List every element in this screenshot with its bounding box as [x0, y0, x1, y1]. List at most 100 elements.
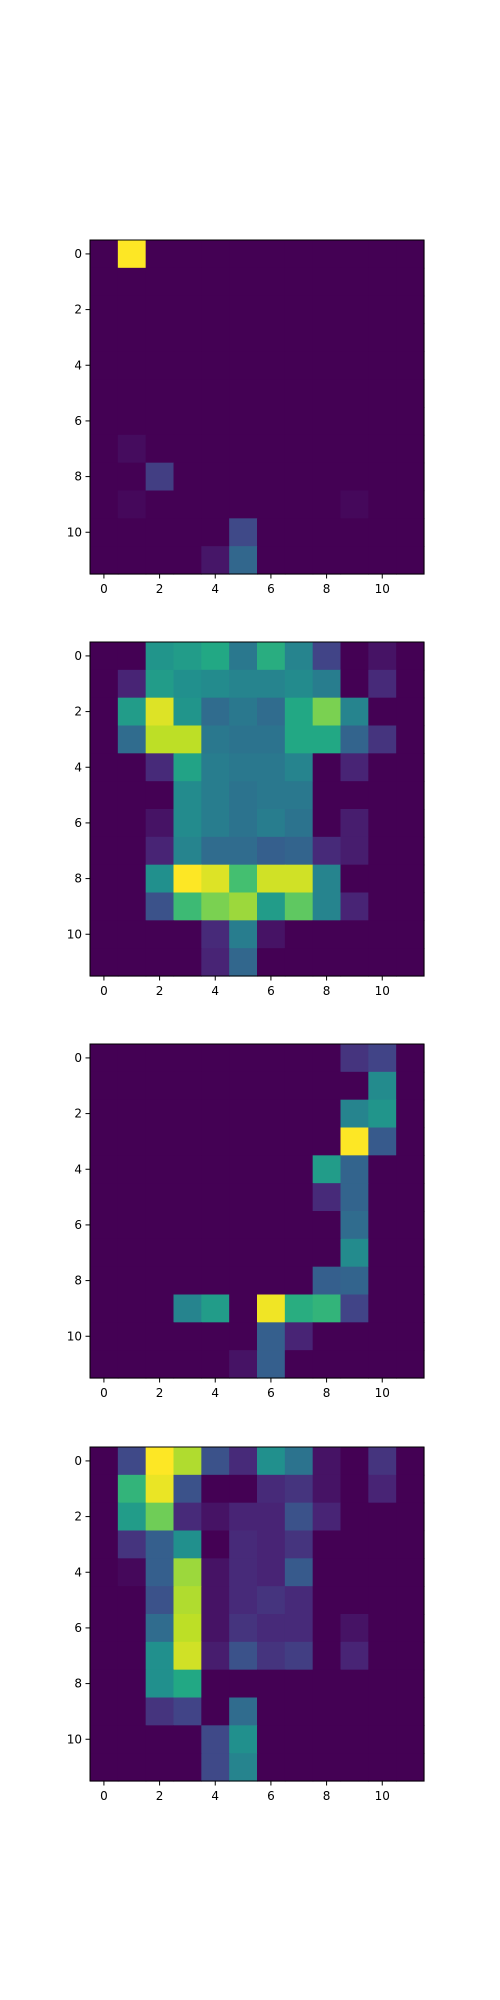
- heatmap-cell: [145, 1099, 175, 1129]
- heatmap-cell: [340, 1127, 369, 1156]
- heatmap-cell: [229, 1447, 258, 1476]
- heatmap-cell: [145, 864, 175, 894]
- heatmap-cell: [145, 546, 175, 575]
- heatmap-cell: [173, 240, 202, 269]
- heatmap-cell: [257, 836, 286, 866]
- heatmap-cell: [201, 1211, 230, 1240]
- heatmap-cell: [117, 1447, 147, 1476]
- heatmap-cell: [90, 295, 119, 325]
- heatmap-cell: [312, 1725, 342, 1754]
- heatmap-cell: [340, 892, 369, 921]
- heatmap-cell: [173, 1294, 202, 1323]
- heatmap-cell: [257, 1044, 286, 1073]
- heatmap-cell: [396, 323, 425, 352]
- heatmap-cell: [284, 1127, 314, 1156]
- heatmap-cell: [201, 379, 230, 408]
- heatmap-cell: [368, 1044, 397, 1073]
- heatmap-cell: [257, 1530, 286, 1559]
- heatmap-cell: [117, 642, 147, 671]
- heatmap-cell: [257, 1155, 286, 1184]
- heatmap-cell: [90, 725, 119, 754]
- heatmap-cell: [173, 836, 202, 866]
- heatmap-cell: [201, 1474, 230, 1504]
- heatmap-cell: [90, 1183, 119, 1212]
- heatmap-cell: [201, 725, 230, 754]
- heatmap-cell: [284, 351, 314, 380]
- heatmap-cell: [229, 1099, 258, 1129]
- heatmap-cell: [173, 295, 202, 325]
- heatmap-cell: [284, 1447, 314, 1476]
- heatmap-cell: [396, 1044, 425, 1073]
- heatmap-cell: [117, 1211, 147, 1240]
- heatmap-cell: [145, 407, 175, 436]
- heatmap-cell: [173, 1669, 202, 1699]
- x-tick-label: 0: [100, 1386, 108, 1400]
- heatmap-cell: [312, 781, 342, 810]
- heatmap-cell: [90, 864, 119, 894]
- heatmap-cell: [368, 1211, 397, 1240]
- heatmap-cell: [396, 809, 425, 838]
- heatmap-cell: [340, 1669, 369, 1699]
- heatmap-cell: [284, 753, 314, 782]
- heatmap-cell: [284, 1474, 314, 1504]
- heatmap-cell: [312, 518, 342, 547]
- heatmap-cell: [145, 1294, 175, 1323]
- heatmap-cell: [201, 518, 230, 547]
- heatmap-cell: [396, 1697, 425, 1726]
- heatmap-cell: [173, 1447, 202, 1476]
- heatmap-cell: [229, 781, 258, 810]
- heatmap-cell: [396, 351, 425, 380]
- heatmap-cell: [368, 240, 397, 269]
- heatmap-cell: [117, 1558, 147, 1587]
- heatmap-cell: [340, 295, 369, 325]
- heatmap-cell: [173, 1044, 202, 1073]
- heatmap-cell: [396, 1725, 425, 1754]
- heatmap-cell: [90, 546, 119, 575]
- heatmap-cell: [229, 1669, 258, 1699]
- heatmap-cell: [284, 809, 314, 838]
- heatmap-cell: [173, 379, 202, 408]
- x-tick-label: 2: [156, 984, 164, 998]
- heatmap-cell: [340, 490, 369, 519]
- heatmap-cell: [396, 295, 425, 325]
- y-tick-label: 0: [74, 247, 82, 261]
- heatmap-cell: [340, 864, 369, 894]
- heatmap-cell: [229, 1183, 258, 1212]
- heatmap-cell: [284, 1322, 314, 1351]
- heatmap-cell: [340, 1530, 369, 1559]
- heatmap-cell: [396, 920, 425, 949]
- heatmap-cell: [340, 697, 369, 727]
- heatmap-cell: [396, 948, 425, 977]
- heatmap-cell: [117, 1725, 147, 1754]
- x-tick-label: 6: [267, 984, 275, 998]
- heatmap-cell: [340, 1725, 369, 1754]
- heatmap-cell: [368, 379, 397, 408]
- heatmap-cell: [145, 1071, 175, 1101]
- heatmap-cell: [368, 407, 397, 436]
- heatmap-cell: [90, 1266, 119, 1296]
- heatmap-cell: [284, 379, 314, 408]
- heatmap-cell: [312, 1614, 342, 1643]
- heatmap-cell: [173, 351, 202, 380]
- heatmap-cell: [284, 1266, 314, 1296]
- heatmap-cell: [284, 1725, 314, 1754]
- heatmap-cell: [201, 809, 230, 838]
- heatmap-cell: [201, 836, 230, 866]
- heatmap-cell: [284, 836, 314, 866]
- heatmap-cell: [340, 1322, 369, 1351]
- heatmap-cell: [90, 462, 119, 492]
- heatmap-cell: [173, 407, 202, 436]
- heatmap-cell: [90, 1211, 119, 1240]
- x-tick-label: 2: [156, 1789, 164, 1803]
- heatmap-cell: [312, 351, 342, 380]
- heatmap-cell: [396, 1071, 425, 1101]
- y-tick-label: 10: [67, 1732, 82, 1746]
- heatmap-cell: [284, 1669, 314, 1699]
- axes-frame: [89, 1446, 425, 1782]
- heatmap-cell: [229, 1725, 258, 1754]
- heatmap-cell: [340, 1155, 369, 1184]
- heatmap-cell: [257, 407, 286, 436]
- heatmap-cell: [117, 379, 147, 408]
- heatmap-cell: [396, 1350, 425, 1379]
- heatmap-cell: [145, 1238, 175, 1268]
